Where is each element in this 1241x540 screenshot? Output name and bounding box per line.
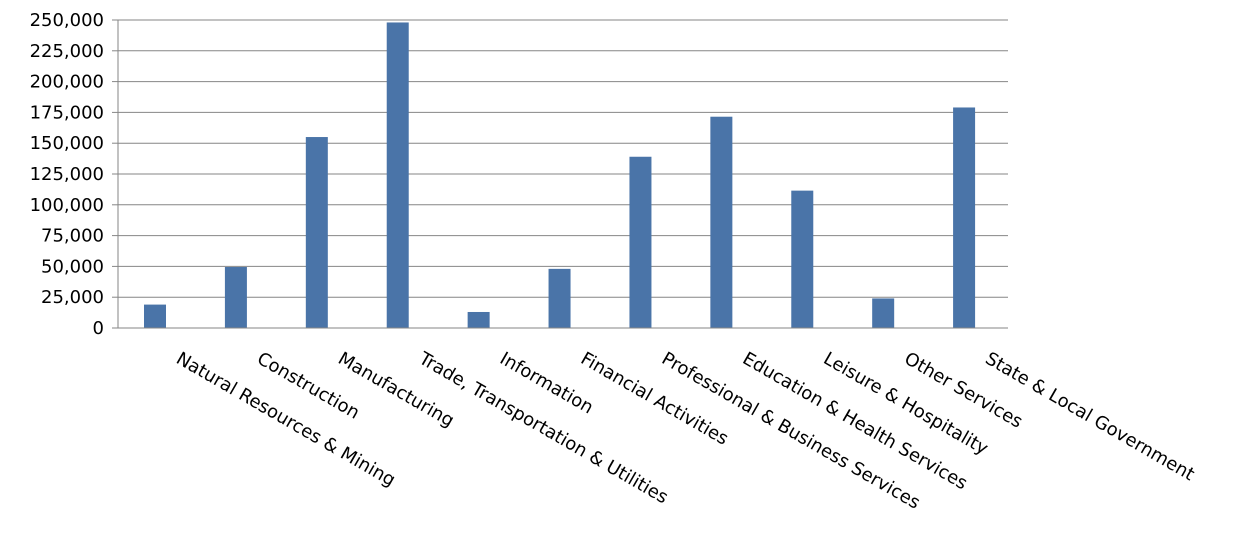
bar — [467, 311, 490, 328]
bar — [629, 156, 652, 328]
y-tick-label: 175,000 — [30, 102, 104, 123]
bar — [710, 116, 733, 328]
y-tick-label: 150,000 — [30, 133, 104, 154]
bar — [144, 304, 166, 328]
y-tick-label: 25,000 — [41, 287, 104, 308]
y-tick-label: 250,000 — [30, 10, 104, 31]
bar — [548, 268, 571, 328]
y-tick-label: 200,000 — [30, 72, 104, 93]
y-tick-label: 225,000 — [30, 41, 104, 62]
bar — [872, 298, 895, 328]
y-tick-label: 125,000 — [30, 164, 104, 185]
x-tick-labels: Natural Resources & MiningConstructionMa… — [173, 348, 1199, 514]
y-tick-label: 100,000 — [30, 195, 104, 216]
bar — [791, 190, 814, 328]
y-tick-label: 0 — [93, 318, 104, 339]
bar — [305, 137, 328, 328]
y-tick-label: 75,000 — [41, 226, 104, 247]
bar — [386, 22, 409, 329]
axes — [112, 19, 1008, 329]
x-tick-label: Financial Activities — [577, 348, 732, 450]
y-tick-label: 50,000 — [41, 256, 104, 277]
bar — [224, 267, 247, 328]
gridlines — [118, 19, 1008, 298]
bars — [144, 22, 976, 329]
y-tick-labels: 0 25,000 50,000 75,000 100,000 125,000 150,000… — [30, 10, 104, 339]
bar — [953, 107, 976, 328]
